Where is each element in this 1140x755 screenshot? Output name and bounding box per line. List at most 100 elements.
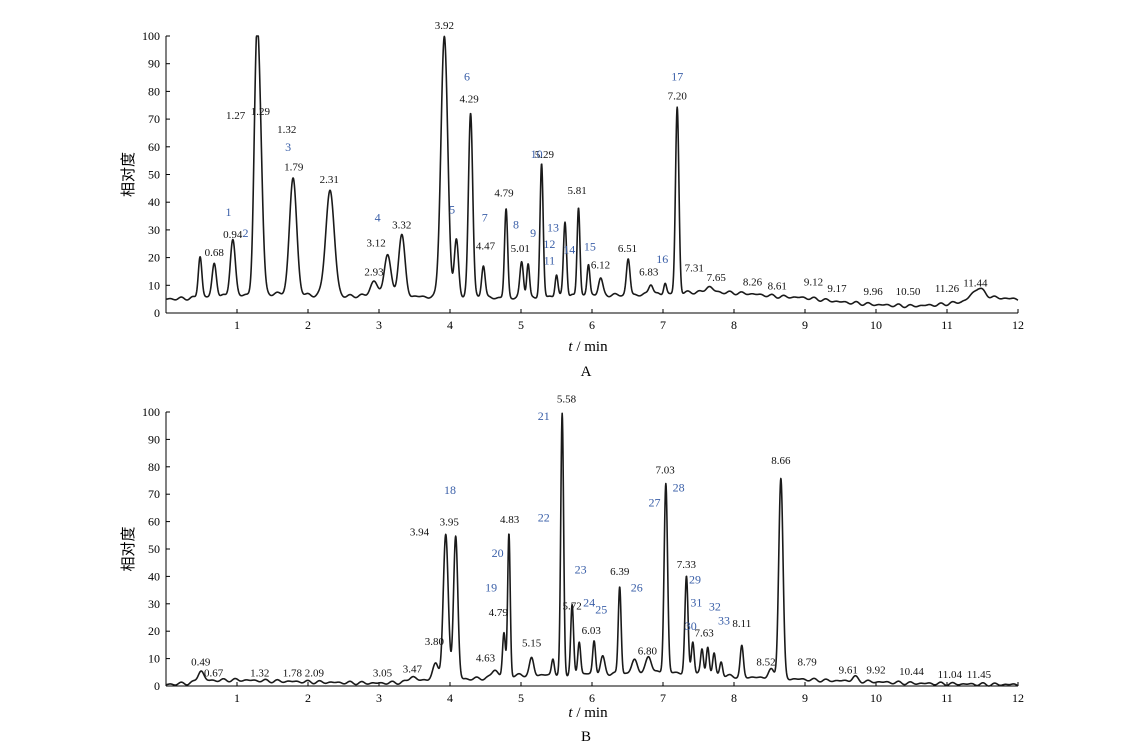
y-tick-label: 60 xyxy=(148,140,160,154)
peak-label: 2.09 xyxy=(305,667,325,679)
y-tick-label: 30 xyxy=(148,223,160,237)
compound-number-label: 11 xyxy=(544,254,556,268)
chromatogram-trace xyxy=(165,412,1019,687)
peak-label: 5.81 xyxy=(567,185,586,197)
peak-label: 11.44 xyxy=(963,278,988,290)
x-tick-label: 9 xyxy=(802,318,808,332)
peak-label: 3.32 xyxy=(392,220,411,232)
x-tick-label: 3 xyxy=(376,318,382,332)
compound-number-label: 19 xyxy=(485,580,497,594)
peak-label: 3.80 xyxy=(425,636,445,648)
compound-number-label: 7 xyxy=(482,211,488,225)
x-tick-label: 8 xyxy=(731,318,737,332)
peak-label: 3.47 xyxy=(403,663,423,675)
compound-number-label: 15 xyxy=(584,240,596,254)
compound-number-label: 25 xyxy=(595,602,607,616)
panel-title-b: B xyxy=(581,729,591,745)
y-tick-label: 40 xyxy=(148,569,160,583)
peak-label: 8.79 xyxy=(798,656,818,668)
peak-label: 11.45 xyxy=(967,669,992,681)
y-tick-label: 50 xyxy=(148,542,160,556)
peak-label: 0.67 xyxy=(204,667,224,679)
peak-label: 1.32 xyxy=(277,124,296,136)
x-axis-label: t / min xyxy=(568,705,608,721)
compound-number-label: 16 xyxy=(656,252,668,266)
compound-number-label: 30 xyxy=(685,619,697,633)
x-tick-label: 1 xyxy=(234,318,240,332)
compound-number-label: 24 xyxy=(583,596,595,610)
x-axis-variable: t xyxy=(568,339,573,355)
chromatogram-trace xyxy=(165,35,1019,309)
peak-label: 11.04 xyxy=(938,669,963,681)
compound-number-label: 10 xyxy=(531,147,543,161)
y-tick-label: 70 xyxy=(148,112,160,126)
x-tick-label: 8 xyxy=(731,691,737,705)
peak-label: 1.27 xyxy=(226,110,246,122)
x-tick-label: 11 xyxy=(941,691,953,705)
x-tick-label: 5 xyxy=(518,691,524,705)
peak-label: 0.94 xyxy=(223,229,243,241)
peak-label: 10.44 xyxy=(899,666,924,678)
x-tick-label: 12 xyxy=(1012,691,1024,705)
peak-label: 0.68 xyxy=(205,247,225,259)
y-tick-label: 60 xyxy=(148,515,160,529)
peak-label: 5.01 xyxy=(511,243,530,255)
compound-number-label: 29 xyxy=(689,572,701,586)
x-tick-label: 6 xyxy=(589,318,595,332)
peak-label: 6.51 xyxy=(618,243,637,255)
peak-label: 9.61 xyxy=(839,665,858,677)
peak-label: 7.65 xyxy=(707,272,727,284)
x-tick-label: 6 xyxy=(589,691,595,705)
peak-label: 5.29 xyxy=(535,149,555,161)
peak-label: 8.52 xyxy=(756,656,775,668)
peak-label: 1.78 xyxy=(283,667,303,679)
compound-number-label: 28 xyxy=(673,480,685,494)
x-axis-label: t / min xyxy=(568,339,608,355)
peak-label: 6.03 xyxy=(582,625,602,637)
y-tick-label: 0 xyxy=(154,679,160,693)
peak-label: 7.20 xyxy=(668,91,688,103)
x-tick-label: 2 xyxy=(305,318,311,332)
compound-number-label: 1 xyxy=(225,205,231,219)
compound-number-label: 22 xyxy=(538,511,550,525)
peak-label: 8.66 xyxy=(771,455,791,467)
peak-label: 3.92 xyxy=(435,20,454,32)
y-tick-label: 90 xyxy=(148,57,160,71)
y-tick-label: 80 xyxy=(148,84,160,98)
peak-label: 0.49 xyxy=(191,656,211,668)
y-tick-label: 0 xyxy=(154,306,160,320)
peak-label: 4.63 xyxy=(476,652,496,664)
y-axis-label: 相对度 xyxy=(120,526,137,571)
peak-label: 1.29 xyxy=(251,106,271,118)
peak-label: 7.63 xyxy=(695,628,715,640)
peak-label: 10.50 xyxy=(896,286,921,298)
y-tick-label: 100 xyxy=(142,405,160,419)
x-tick-label: 11 xyxy=(941,318,953,332)
x-tick-label: 4 xyxy=(447,691,453,705)
compound-number-label: 13 xyxy=(547,220,559,234)
compound-number-label: 8 xyxy=(513,218,519,232)
peak-label: 9.17 xyxy=(827,283,847,295)
peak-label: 4.47 xyxy=(476,240,496,252)
y-tick-label: 50 xyxy=(148,168,160,182)
y-tick-label: 30 xyxy=(148,597,160,611)
compound-number-label: 26 xyxy=(631,580,643,594)
peak-label: 4.79 xyxy=(494,188,514,200)
peak-label: 8.26 xyxy=(743,276,763,288)
peak-label: 8.61 xyxy=(768,280,787,292)
x-tick-label: 10 xyxy=(870,691,882,705)
compound-number-label: 27 xyxy=(648,496,660,510)
compound-number-label: 23 xyxy=(575,563,587,577)
peak-label: 7.31 xyxy=(685,262,704,274)
x-tick-label: 10 xyxy=(870,318,882,332)
y-axis-label: 相对度 xyxy=(120,152,137,197)
peak-label: 6.39 xyxy=(610,566,630,578)
peak-label: 2.31 xyxy=(320,174,339,186)
y-tick-label: 10 xyxy=(148,278,160,292)
peak-label: 4.83 xyxy=(500,514,520,526)
peak-label: 7.03 xyxy=(656,465,676,477)
compound-number-label: 12 xyxy=(543,237,555,251)
compound-number-label: 31 xyxy=(690,596,702,610)
y-tick-label: 80 xyxy=(148,460,160,474)
